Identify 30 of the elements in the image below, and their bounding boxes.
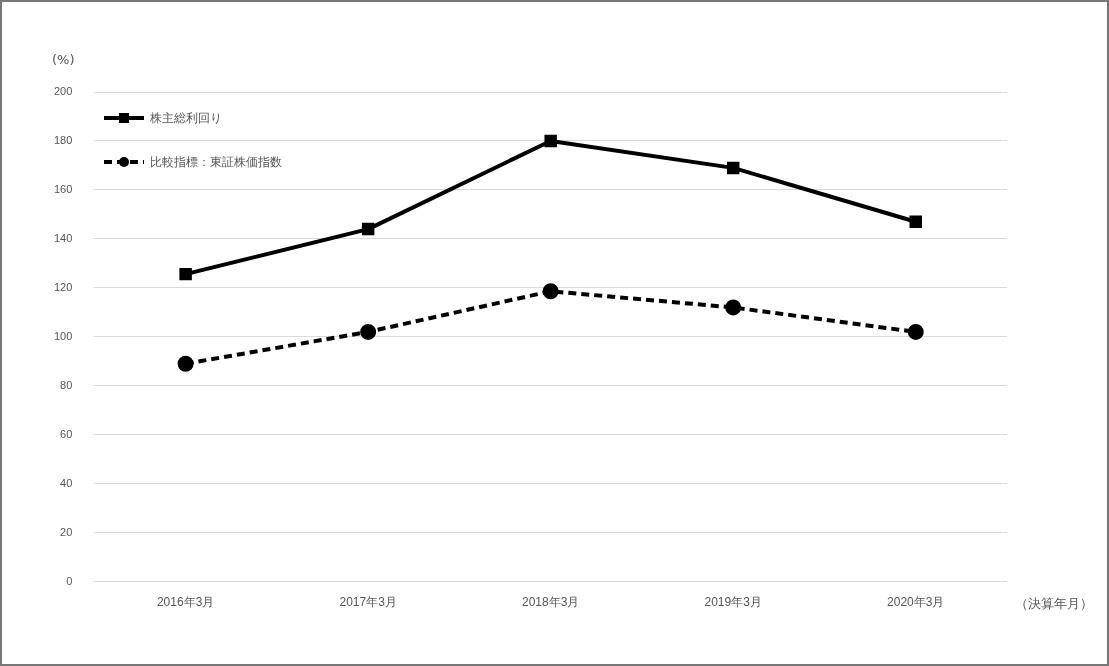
point <box>725 299 742 316</box>
point <box>360 323 377 340</box>
y-tick-label: 180 <box>53 133 73 146</box>
point <box>907 323 924 340</box>
y-tick-label: 0 <box>66 574 73 587</box>
point <box>544 134 557 148</box>
point <box>726 161 740 175</box>
y-axis-title: (%) <box>52 51 75 67</box>
point <box>179 267 192 281</box>
y-tick-label: 60 <box>60 427 73 440</box>
x-tick-label: 2020年3月 <box>887 595 945 610</box>
y-tick-label: 20 <box>60 525 73 538</box>
y-tick-label: 40 <box>60 476 73 489</box>
point <box>909 215 922 228</box>
y-tick-label: 80 <box>60 378 73 391</box>
x-tick-label: 2017年3月 <box>339 595 397 610</box>
legend-label: 株主総利回り <box>150 109 222 127</box>
point <box>542 283 559 300</box>
y-tick-label: 120 <box>53 280 73 293</box>
legend-label: 比較指標：東証株価指数 <box>150 153 282 171</box>
x-axis-title: （決算年月） <box>1015 595 1093 611</box>
x-tick-label: 2018年3月 <box>521 595 580 610</box>
y-tick-label: 100 <box>53 329 73 342</box>
x-tick-label: 2019年3月 <box>704 595 762 610</box>
point <box>177 355 194 372</box>
point <box>361 222 375 236</box>
y-tick-label: 200 <box>53 85 73 98</box>
y-tick-label: 140 <box>53 231 73 244</box>
y-tick-label: 160 <box>53 182 73 195</box>
x-tick-label: 2016年3月 <box>156 595 215 610</box>
